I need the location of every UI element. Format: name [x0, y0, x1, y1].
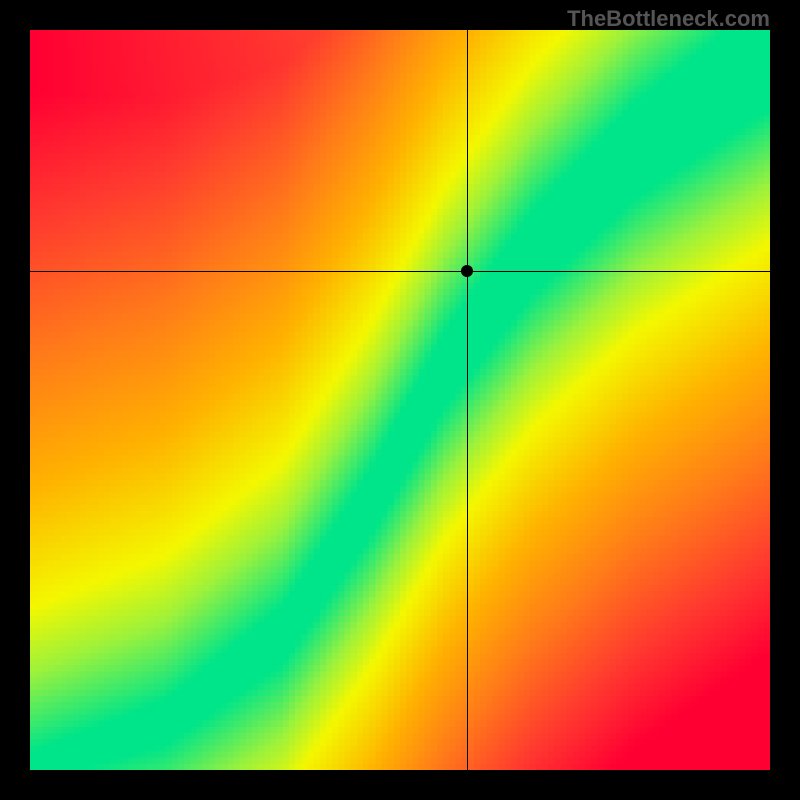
chart-frame	[30, 30, 770, 770]
crosshair-marker-dot	[461, 265, 473, 277]
bottleneck-heatmap	[30, 30, 770, 770]
crosshair-horizontal-line	[30, 271, 770, 272]
watermark-text: TheBottleneck.com	[567, 6, 770, 32]
crosshair-vertical-line	[467, 30, 468, 770]
chart-container: TheBottleneck.com	[0, 0, 800, 800]
